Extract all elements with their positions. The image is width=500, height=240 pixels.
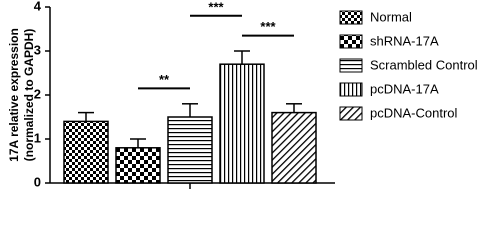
error-bar — [286, 103, 302, 113]
legend-swatch — [339, 82, 363, 97]
significance-label: ** — [159, 72, 170, 87]
legend-label: shRNA-17A — [370, 33, 439, 48]
error-bar — [182, 103, 198, 117]
bar — [167, 116, 213, 184]
bar — [115, 147, 161, 184]
legend-swatch — [339, 34, 363, 49]
significance-label: *** — [260, 19, 276, 34]
y-tick-label: 4 — [34, 0, 42, 13]
y-tick-label: 1 — [34, 130, 41, 145]
y-tick-label: 0 — [34, 174, 41, 189]
legend-swatch — [339, 10, 363, 25]
y-axis-label: (normalized to GAPDH) — [22, 29, 36, 162]
chart: 17A relative expression (normalized to G… — [7, 0, 478, 189]
legend-label: pcDNA-Control — [370, 105, 458, 120]
legend-swatch — [339, 58, 363, 73]
legend-label: pcDNA-17A — [370, 81, 439, 96]
y-axis-label: 17A relative expression — [7, 28, 21, 162]
significance-label: *** — [208, 0, 224, 14]
bar — [271, 111, 317, 184]
legend-label: Scrambled Control — [370, 57, 478, 72]
error-bar — [130, 138, 146, 148]
bar — [219, 63, 265, 184]
bar — [63, 120, 109, 184]
y-tick-label: 2 — [34, 86, 41, 101]
legend-swatch — [339, 106, 363, 121]
error-bar — [234, 50, 250, 65]
legend-label: Normal — [370, 9, 412, 24]
error-bar — [78, 111, 94, 122]
y-tick-label: 3 — [34, 42, 41, 57]
